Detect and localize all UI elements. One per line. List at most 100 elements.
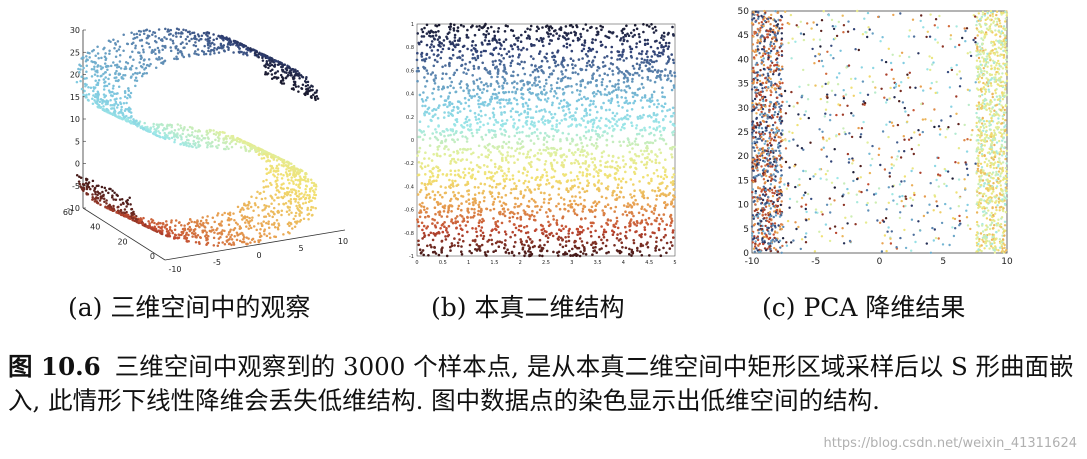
scatter-point [480, 135, 483, 139]
scatter-point [86, 182, 90, 186]
scatter-point [471, 57, 474, 60]
scatter-point [118, 53, 122, 57]
scatter-point [96, 64, 100, 67]
scatter-point [482, 87, 485, 91]
scatter-point [248, 216, 251, 220]
scatter-point [642, 86, 645, 89]
scatter-point [641, 244, 645, 247]
scatter-point [449, 42, 453, 46]
scatter-point [521, 130, 524, 134]
scatter-point [594, 204, 598, 208]
scatter-point [143, 58, 146, 61]
scatter-point [453, 71, 456, 75]
scatter-point [494, 135, 497, 138]
scatter-point [129, 95, 132, 99]
scatter-point [556, 96, 559, 100]
scatter-point [634, 137, 638, 141]
scatter-point [669, 120, 672, 124]
scatter-point [601, 209, 604, 212]
scatter-point [480, 41, 484, 44]
scatter-point [537, 75, 540, 79]
scatter-point [470, 25, 473, 29]
scatter-point [548, 110, 551, 114]
scatter-point [108, 111, 111, 114]
scatter-point [443, 111, 446, 114]
scatter-point [631, 77, 634, 81]
scatter-point [438, 213, 441, 217]
scatter-point [537, 120, 540, 123]
scatter-point [655, 245, 658, 248]
scatter-point [524, 231, 528, 235]
scatter-point [432, 37, 436, 40]
scatter-point [524, 101, 528, 105]
scatter-point [173, 228, 177, 232]
scatter-point [627, 34, 631, 37]
scatter-point [595, 138, 599, 141]
scatter-point [436, 48, 440, 52]
scatter-point [547, 201, 551, 205]
scatter-point [615, 66, 619, 69]
scatter-point [516, 211, 520, 215]
scatter-point [571, 39, 575, 43]
scatter-point [168, 137, 171, 141]
scatter-point [615, 160, 618, 164]
scatter-point [581, 174, 585, 177]
scatter-point [437, 253, 441, 257]
scatter-point [629, 193, 632, 196]
scatter-point [186, 227, 190, 231]
scatter-point [654, 139, 657, 142]
scatter-point [558, 102, 561, 105]
scatter-point [152, 122, 155, 126]
scatter-point [525, 36, 529, 40]
scatter-point [161, 48, 164, 51]
scatter-point [613, 244, 616, 247]
scatter-point [108, 52, 111, 55]
scatter-point [312, 182, 316, 185]
scatter-point [488, 117, 492, 120]
scatter-point [306, 206, 310, 210]
scatter-point [570, 85, 573, 88]
scatter-point [566, 76, 570, 80]
scatter-point [436, 60, 439, 64]
scatter-point [475, 25, 479, 28]
scatter-point [574, 71, 577, 74]
scatter-point [519, 142, 522, 145]
scatter-point [134, 46, 137, 50]
scatter-point [605, 93, 609, 97]
z-tick-label: 25 [70, 48, 80, 57]
scatter-point [653, 133, 656, 137]
scatter-point [418, 203, 422, 206]
scatter-point [635, 57, 639, 60]
scatter-point [493, 197, 497, 201]
scatter-point [542, 148, 545, 152]
scatter-point [460, 253, 464, 256]
scatter-point [615, 193, 619, 197]
scatter-point [468, 243, 472, 247]
scatter-point [96, 74, 99, 78]
scatter-point [661, 86, 664, 89]
scatter-point [568, 115, 572, 119]
scatter-point [668, 71, 672, 75]
scatter-point [570, 49, 574, 53]
scatter-point [618, 57, 622, 61]
scatter-point [282, 202, 286, 206]
scatter-point [616, 186, 619, 189]
scatter-point [565, 46, 569, 49]
scatter-point [600, 151, 604, 155]
scatter-point [212, 244, 216, 247]
scatter-point [236, 41, 240, 44]
scatter-point [517, 170, 521, 173]
scatter-point [289, 222, 293, 226]
scatter-point [483, 24, 487, 27]
scatter-point [663, 206, 667, 209]
scatter-point [513, 122, 516, 125]
scatter-point [536, 25, 539, 29]
scatter-point [270, 155, 274, 159]
scatter-point [282, 159, 286, 163]
scatter-point [276, 196, 279, 200]
scatter-point [495, 39, 498, 42]
scatter-point [633, 99, 637, 103]
scatter-point [181, 132, 184, 136]
scatter-point [294, 214, 297, 218]
scatter-point [113, 191, 116, 194]
